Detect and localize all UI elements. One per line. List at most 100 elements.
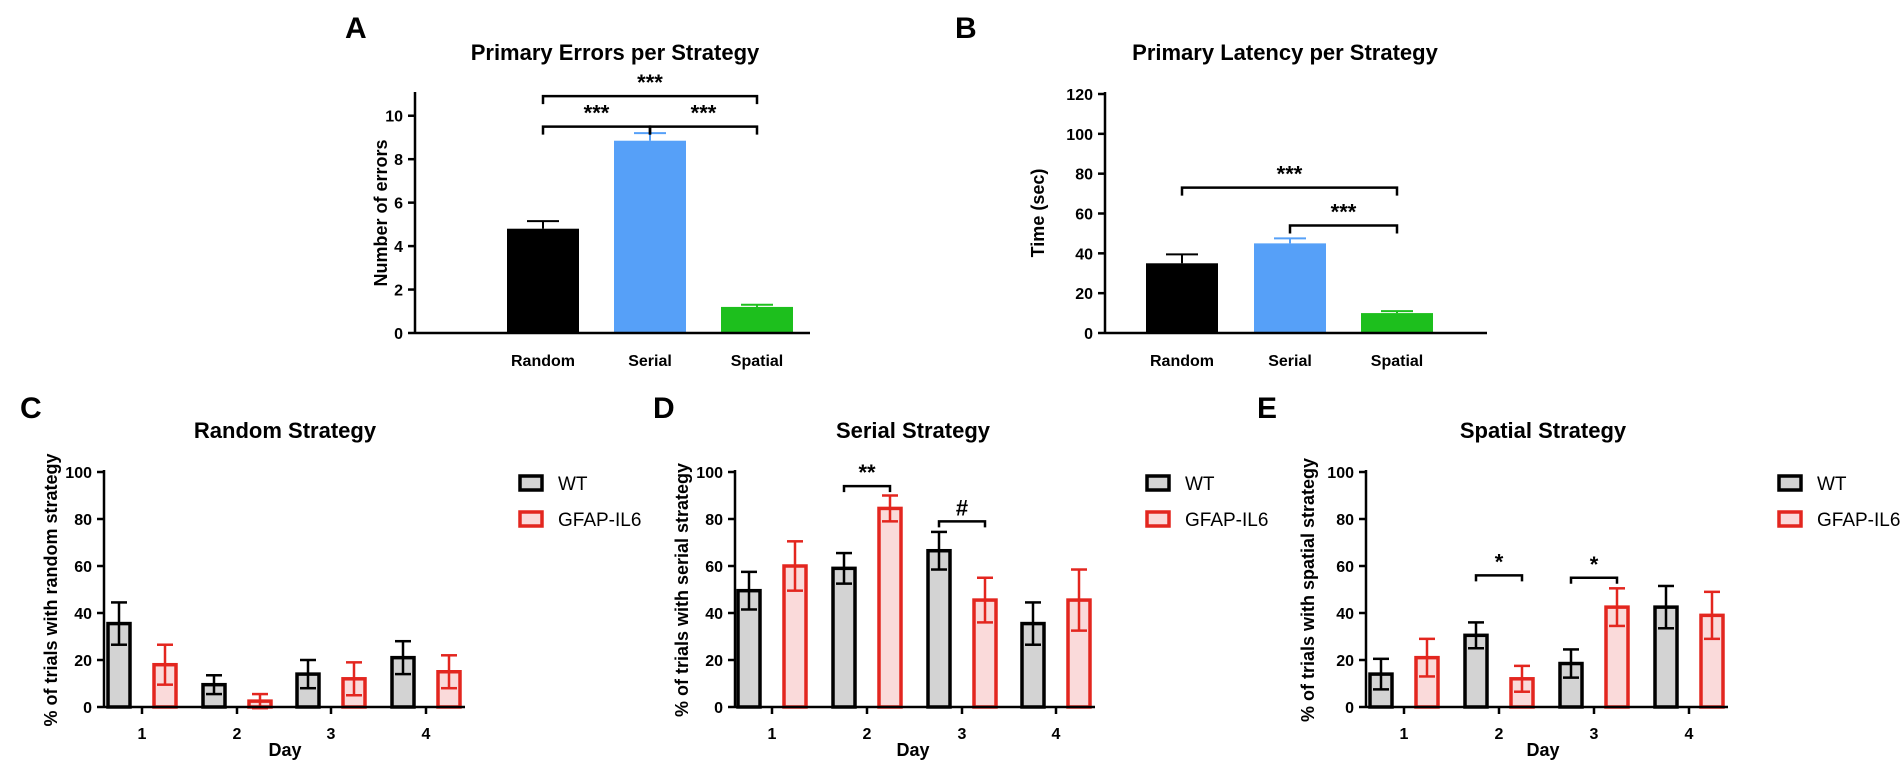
x-tick-label: 3 (327, 726, 336, 743)
legend: WT GFAP-IL6 (518, 474, 641, 531)
y-tick-label: 100 (696, 465, 723, 482)
y-tick-label: 40 (1336, 606, 1354, 623)
x-tick-label: 4 (1052, 726, 1061, 743)
panel-d: D Serial Strategy % of trials with seria… (653, 392, 1268, 760)
bar (1146, 263, 1218, 333)
panel-label-a: A (345, 12, 367, 45)
x-axis-label: Day (268, 740, 301, 760)
plot-area-e: 0 20 40 60 80 100 1 2 3 4 * * (1327, 465, 1728, 743)
y-axis-label: Time (sec) (1028, 169, 1048, 258)
x-tick-label: Spatial (731, 353, 783, 370)
x-tick-label: 2 (863, 726, 872, 743)
significance-bracket (1180, 186, 1399, 196)
legend-label-wt: WT (1817, 474, 1847, 495)
significance-label: ** (858, 460, 876, 485)
panel-label-c: C (20, 392, 42, 425)
y-tick-label: 20 (1075, 286, 1093, 303)
significance-label: *** (691, 101, 717, 126)
y-tick-label: 0 (1084, 326, 1093, 343)
plot-area-c: 0 20 40 60 80 100 1 2 3 4 (65, 465, 465, 743)
x-tick-label: 3 (958, 726, 967, 743)
y-tick-label: 4 (394, 239, 403, 256)
y-tick-label: 40 (1075, 246, 1093, 263)
y-tick-label: 20 (1336, 653, 1354, 670)
legend-swatch-gfap-il6 (1145, 510, 1171, 528)
x-tick-label: Serial (628, 353, 672, 370)
y-tick-label: 0 (714, 700, 723, 717)
y-tick-label: 100 (1066, 127, 1093, 144)
y-tick-label: 20 (705, 653, 723, 670)
y-tick-label: 100 (65, 465, 92, 482)
y-tick-label: 2 (394, 283, 403, 300)
y-axis-label: Number of errors (371, 139, 391, 286)
bar-gfap-il6 (877, 506, 903, 709)
x-tick-label: Spatial (1371, 353, 1423, 370)
panel-e: E Spatial Strategy % of trials with spat… (1257, 392, 1900, 760)
y-tick-label: 80 (1336, 512, 1354, 529)
legend: WT GFAP-IL6 (1777, 474, 1900, 531)
y-tick-label: 40 (74, 606, 92, 623)
y-tick-label: 60 (1336, 559, 1354, 576)
panel-label-b: B (955, 12, 977, 45)
significance-bracket (937, 520, 987, 528)
x-tick-label: 2 (233, 726, 242, 743)
significance-label: # (956, 495, 968, 520)
significance-bracket (541, 94, 759, 105)
y-tick-label: 20 (74, 653, 92, 670)
panel-a: A Primary Errors per Strategy Number of … (345, 12, 810, 370)
legend-label-gfap-il6: GFAP-IL6 (558, 510, 641, 531)
y-tick-label: 60 (74, 559, 92, 576)
chart-title: Spatial Strategy (1460, 418, 1627, 443)
significance-label: *** (1277, 162, 1303, 187)
legend-label-gfap-il6: GFAP-IL6 (1185, 510, 1268, 531)
significance-bracket (648, 125, 759, 135)
bar-wt (926, 548, 952, 709)
significance-bracket (1288, 224, 1399, 234)
y-tick-label: 40 (705, 606, 723, 623)
y-tick-label: 0 (1345, 700, 1354, 717)
y-tick-label: 80 (705, 512, 723, 529)
x-tick-label: Serial (1268, 353, 1312, 370)
legend-swatch-wt (1145, 474, 1171, 492)
significance-label: * (1590, 552, 1599, 577)
legend-label-wt: WT (558, 474, 588, 495)
x-tick-label: 3 (1590, 726, 1599, 743)
panel-label-d: D (653, 392, 675, 425)
x-tick-label: 4 (1685, 726, 1694, 743)
x-tick-label: 1 (768, 726, 777, 743)
panel-c: C Random Strategy % of trials with rando… (20, 392, 641, 760)
x-tick-label: 1 (1400, 726, 1409, 743)
significance-label: *** (1331, 199, 1357, 224)
x-axis-label: Day (896, 740, 929, 760)
plot-area-a: 0 2 4 6 8 10 Random Serial Spatial *** *** *** (385, 70, 810, 370)
plot-area-d: 0 20 40 60 80 100 1 2 3 4 ** # (696, 460, 1095, 743)
significance-label: * (1495, 549, 1504, 574)
y-tick-label: 10 (385, 109, 403, 126)
x-tick-label: Random (511, 353, 575, 370)
chart-title: Random Strategy (194, 418, 377, 443)
y-axis-label: % of trials with serial strategy (672, 463, 692, 717)
significance-bracket (1474, 574, 1524, 582)
bar (614, 140, 686, 333)
chart-title: Primary Latency per Strategy (1132, 40, 1438, 65)
y-tick-label: 6 (394, 196, 403, 213)
significance-bracket (842, 484, 892, 493)
y-tick-label: 0 (394, 326, 403, 343)
chart-title: Primary Errors per Strategy (471, 40, 760, 65)
plot-area-b: 0 20 40 60 80 100 120 Random Serial Spatial *** *** (1066, 87, 1487, 370)
chart-title: Serial Strategy (836, 418, 991, 443)
x-tick-label: 1 (138, 726, 147, 743)
significance-label: *** (637, 70, 663, 95)
x-axis-label: Day (1526, 740, 1559, 760)
legend-swatch-gfap-il6 (1777, 510, 1803, 528)
bar (721, 306, 793, 333)
y-axis-label: % of trials with random strategy (41, 453, 61, 726)
y-axis-label: % of trials with spatial strategy (1298, 458, 1318, 722)
legend: WT GFAP-IL6 (1145, 474, 1268, 531)
significance-label: *** (584, 101, 610, 126)
y-tick-label: 80 (1075, 167, 1093, 184)
legend-swatch-gfap-il6 (518, 510, 544, 528)
bar (1254, 243, 1326, 333)
x-tick-label: 2 (1495, 726, 1504, 743)
